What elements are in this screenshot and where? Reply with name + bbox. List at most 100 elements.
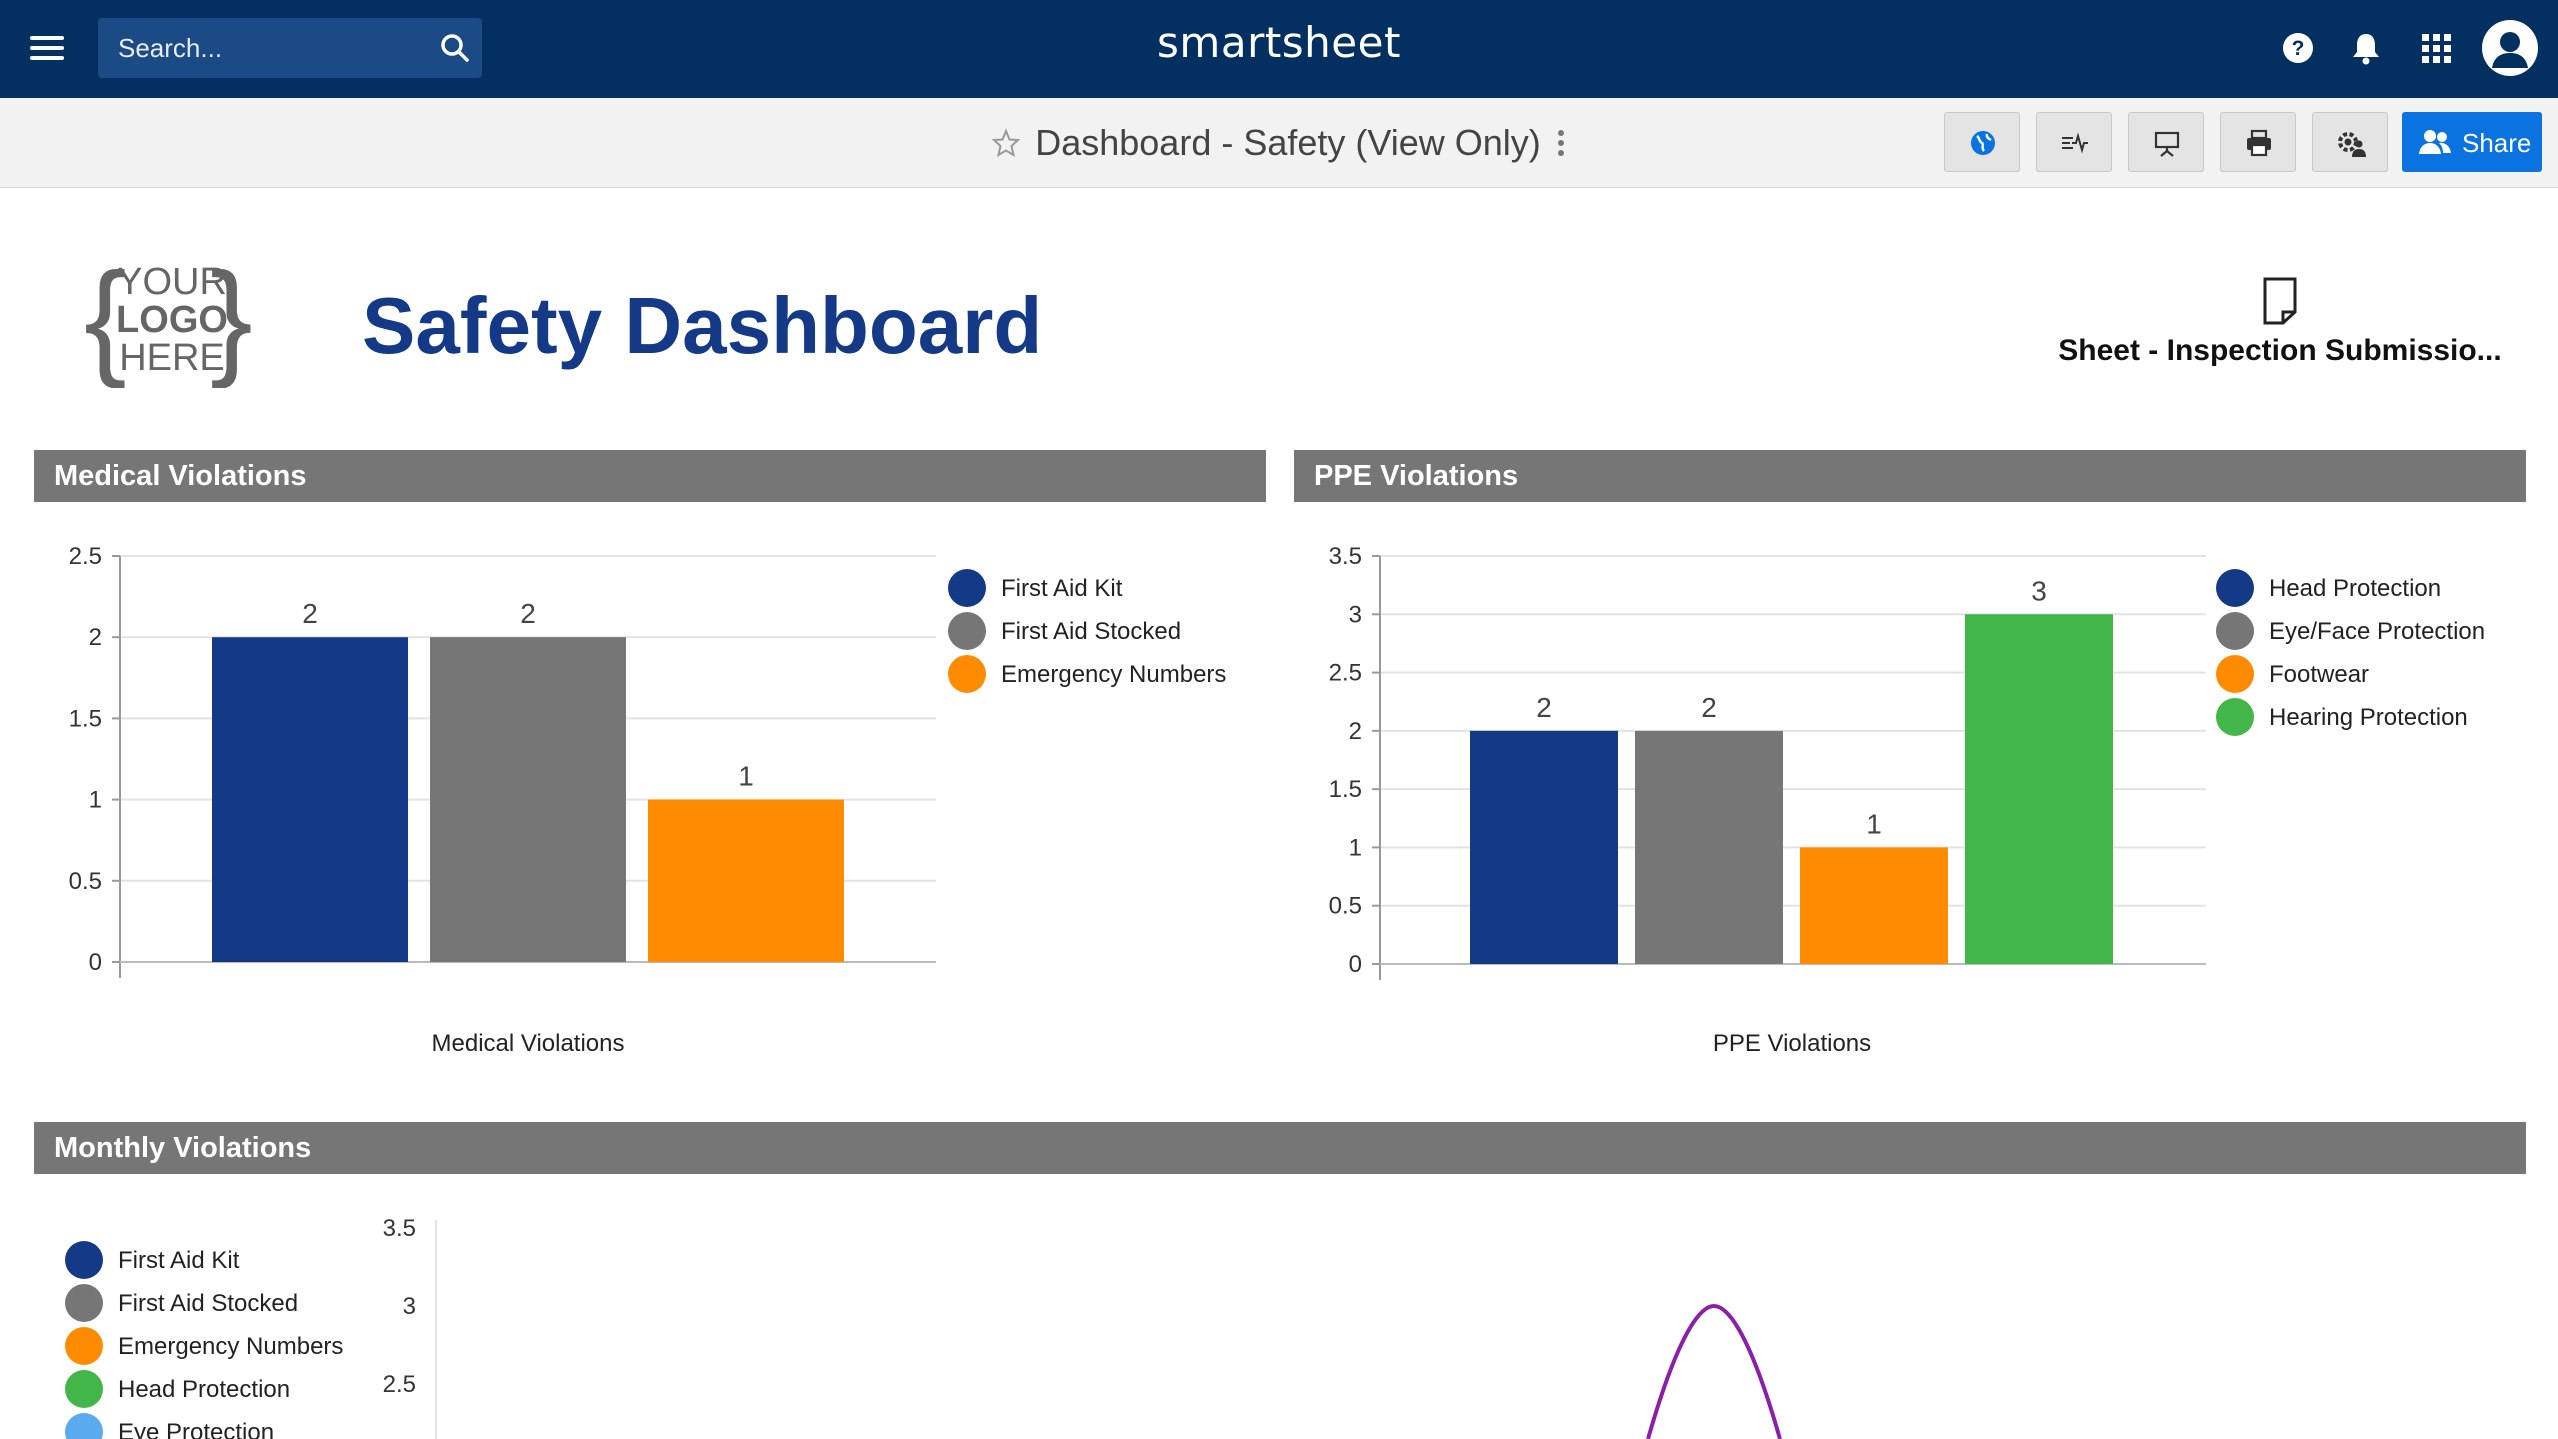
legend-item[interactable]: Eye/Face Protection xyxy=(2269,618,2485,645)
legend-swatch xyxy=(65,1327,103,1365)
activity-log-button[interactable] xyxy=(2036,112,2112,172)
more-options-icon[interactable] xyxy=(1555,127,1567,159)
bar-head-protection[interactable] xyxy=(1470,730,1618,964)
y-tick-label: 3.5 xyxy=(1329,543,1362,570)
people-icon xyxy=(2419,130,2451,154)
globe-icon xyxy=(1971,131,1995,155)
svg-text:LOGO: LOGO xyxy=(116,299,228,341)
monthly-violations-chart: 2.5 3 3.5 First Aid Kit First Aid Stocked Eme… xyxy=(65,1215,1782,1439)
activity-icon xyxy=(2062,132,2088,154)
help-icon[interactable]: ? xyxy=(2278,28,2318,68)
y-tick-label: 0.5 xyxy=(1329,893,1362,920)
legend-swatch xyxy=(2216,655,2254,693)
svg-text:HERE: HERE xyxy=(119,337,225,379)
star-icon[interactable] xyxy=(991,128,1021,158)
y-tick-label: 2.5 xyxy=(69,543,102,570)
legend-item[interactable]: Head Protection xyxy=(118,1376,290,1403)
legend-item[interactable]: Eye Protection xyxy=(118,1419,274,1439)
share-label: Share xyxy=(2462,128,2532,158)
legend-swatch xyxy=(65,1284,103,1322)
legend-swatch xyxy=(2216,569,2254,607)
publish-button[interactable] xyxy=(1944,112,2020,172)
y-tick-label: 2.5 xyxy=(383,1371,416,1398)
legend-swatch xyxy=(65,1413,103,1439)
x-axis-label: PPE Violations xyxy=(1713,1030,1871,1057)
sheet-link-label: Sheet - Inspection Submissio... xyxy=(2058,334,2502,367)
company-logo-placeholder: { } YOUR LOGO HERE xyxy=(84,254,253,388)
data-label: 3 xyxy=(2031,575,2047,606)
series-line xyxy=(1646,1303,1782,1439)
dashboard-title: Dashboard - Safety (View Only) xyxy=(1035,122,1541,163)
x-axis-label: Medical Violations xyxy=(432,1030,625,1057)
data-label: 2 xyxy=(1701,692,1717,723)
svg-text:YOUR: YOUR xyxy=(117,261,227,303)
menu-icon[interactable] xyxy=(30,34,64,62)
print-button[interactable] xyxy=(2220,112,2296,172)
legend-item[interactable]: Footwear xyxy=(2269,661,2369,688)
y-tick-label: 3 xyxy=(403,1293,416,1320)
svg-text:?: ? xyxy=(2292,37,2305,60)
legend-item[interactable]: Head Protection xyxy=(2269,575,2441,602)
y-tick-label: 3 xyxy=(1349,601,1362,628)
y-tick-label: 2 xyxy=(1349,718,1362,745)
y-tick-label: 3.5 xyxy=(383,1215,416,1242)
presentation-button[interactable] xyxy=(2128,112,2204,172)
ppe-violations-header: PPE Violations xyxy=(1294,450,2526,502)
y-tick-label: 1.5 xyxy=(1329,776,1362,803)
y-tick-label: 1 xyxy=(89,787,102,814)
search-box[interactable] xyxy=(98,18,482,78)
presentation-icon xyxy=(2154,131,2180,157)
monthly-violations-header: Monthly Violations xyxy=(34,1122,2526,1174)
dashboard-heading: Safety Dashboard xyxy=(362,281,1043,370)
legend-item[interactable]: First Aid Stocked xyxy=(118,1290,298,1317)
legend-item[interactable]: First Aid Stocked xyxy=(1001,618,1181,645)
legend-item[interactable]: Emergency Numbers xyxy=(118,1333,343,1360)
data-label: 2 xyxy=(302,598,318,629)
bell-icon[interactable] xyxy=(2346,28,2386,68)
legend-swatch xyxy=(65,1241,103,1279)
legend-item[interactable]: First Aid Kit xyxy=(118,1247,240,1274)
search-icon[interactable] xyxy=(438,31,472,65)
legend-item[interactable]: First Aid Kit xyxy=(1001,575,1123,602)
medical-violations-chart: 0 0.5 1 1.5 2 2.5 2 2 1 Medical Violations First A… xyxy=(69,543,1227,1057)
legend-swatch xyxy=(2216,698,2254,736)
dashboard-settings-button[interactable] xyxy=(2312,112,2388,172)
brand-logo: smartsheet xyxy=(1157,18,1401,67)
bar-footwear[interactable] xyxy=(1800,847,1948,964)
y-tick-label: 2.5 xyxy=(1329,660,1362,687)
y-tick-label: 0.5 xyxy=(69,868,102,895)
dashboard-toolbar: Dashboard - Safety (View Only) xyxy=(0,98,2558,188)
svg-text:}: } xyxy=(210,254,253,388)
ppe-violations-chart: 0 0.5 1 1.5 2 2.5 3 3.5 2 2 1 3 PPE Violations Head P… xyxy=(1329,543,2485,1057)
legend-swatch xyxy=(948,569,986,607)
bar-hearing-protection[interactable] xyxy=(1965,614,2113,964)
data-label: 1 xyxy=(1866,808,1882,839)
legend-item[interactable]: Hearing Protection xyxy=(2269,704,2468,731)
sheet-icon xyxy=(2263,277,2297,325)
legend-swatch xyxy=(948,655,986,693)
data-label: 1 xyxy=(738,761,754,792)
apps-grid-icon[interactable] xyxy=(2416,28,2456,68)
legend-swatch xyxy=(2216,612,2254,650)
svg-text:{: { xyxy=(84,254,127,388)
y-tick-label: 0 xyxy=(1349,951,1362,978)
bar-eye-face-protection[interactable] xyxy=(1635,730,1783,964)
print-icon xyxy=(2247,129,2271,157)
legend-item[interactable]: Emergency Numbers xyxy=(1001,661,1226,688)
search-input[interactable] xyxy=(118,18,418,78)
y-tick-label: 2 xyxy=(89,624,102,651)
bar-emergency-numbers[interactable] xyxy=(648,799,844,962)
bar-first-aid-stocked[interactable] xyxy=(430,637,626,962)
y-tick-label: 0 xyxy=(89,949,102,976)
y-tick-label: 1 xyxy=(1349,834,1362,861)
data-label: 2 xyxy=(520,598,536,629)
share-button[interactable]: Share xyxy=(2402,112,2542,172)
settings-person-icon xyxy=(2338,132,2366,157)
data-label: 2 xyxy=(1536,692,1552,723)
medical-violations-header: Medical Violations xyxy=(34,450,1266,502)
top-navigation-bar: smartsheet ? xyxy=(0,0,2558,98)
legend-swatch xyxy=(65,1370,103,1408)
sheet-link[interactable]: Sheet - Inspection Submissio... xyxy=(2040,276,2520,368)
user-avatar-icon[interactable] xyxy=(2482,20,2538,76)
bar-first-aid-kit[interactable] xyxy=(212,637,408,962)
